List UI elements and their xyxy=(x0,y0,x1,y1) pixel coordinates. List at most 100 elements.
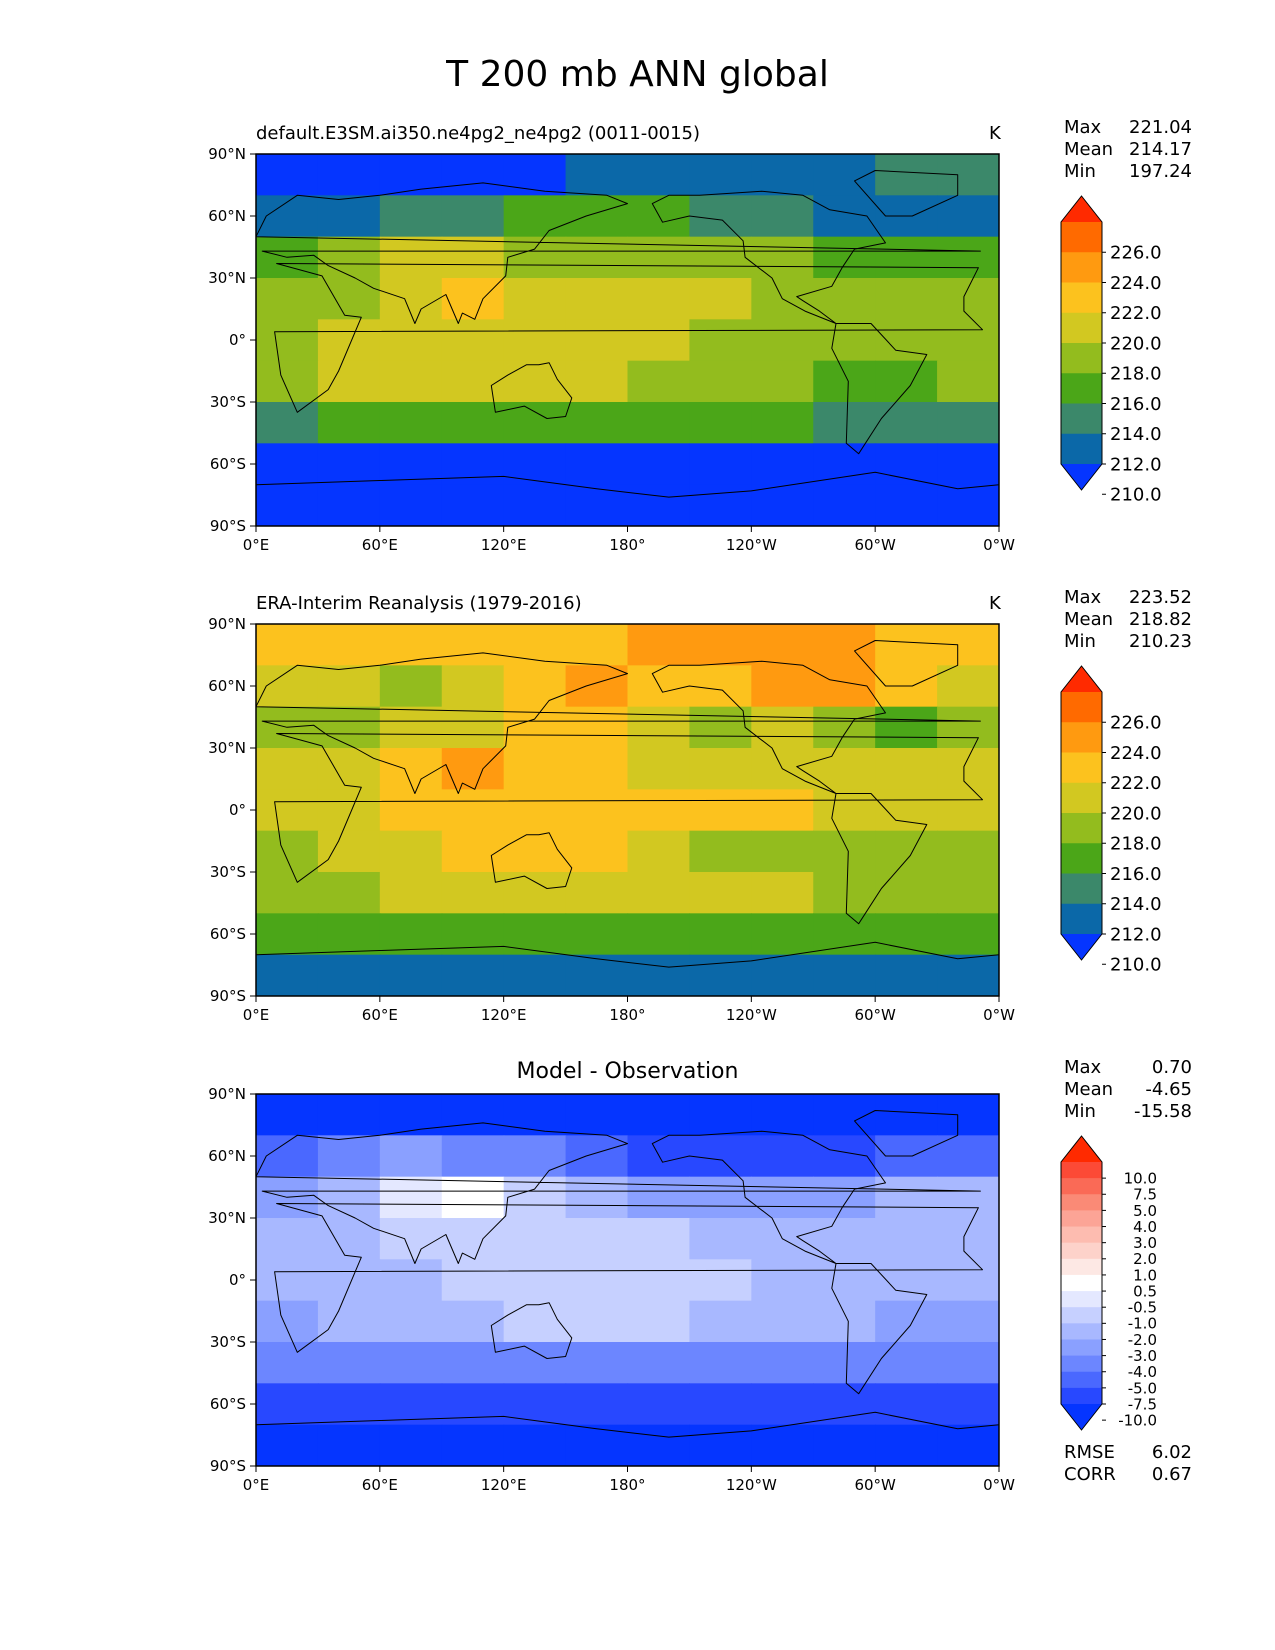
field-cell xyxy=(256,954,319,996)
coastline xyxy=(854,640,959,687)
panel3-title: Model - Observation xyxy=(516,1059,739,1084)
field-cell xyxy=(689,360,752,403)
colorbar-label: -4.0 xyxy=(1128,1363,1157,1381)
field-cell xyxy=(317,443,381,486)
field-cell xyxy=(751,195,814,238)
field-cell xyxy=(627,624,691,666)
field-cell xyxy=(379,236,443,279)
colorbar-label: 214.0 xyxy=(1110,894,1162,915)
field-cell xyxy=(317,954,381,996)
field-cell xyxy=(256,402,319,444)
panel1-mean-value: 214.17 xyxy=(1129,139,1192,160)
field-cell xyxy=(379,1135,443,1178)
field-cell xyxy=(627,1094,691,1136)
field-cell xyxy=(256,1342,319,1384)
field-cell xyxy=(937,1218,999,1260)
field-cell xyxy=(689,830,752,873)
field-cell xyxy=(627,154,691,196)
field-cell xyxy=(379,954,443,996)
field-cell xyxy=(503,830,567,873)
field-cell xyxy=(379,443,443,486)
field-cell xyxy=(813,278,876,320)
coastline xyxy=(831,793,928,925)
field-cell xyxy=(937,1259,999,1302)
colorbar-label: 226.0 xyxy=(1110,243,1162,264)
field-cell xyxy=(256,360,319,403)
y-tick-label: 0° xyxy=(229,331,246,349)
field-cell xyxy=(751,1259,814,1302)
colorbar-label: -2.0 xyxy=(1128,1331,1157,1349)
field-cell xyxy=(503,789,567,832)
y-tick-label: 90°S xyxy=(210,1457,246,1475)
field-cell xyxy=(689,154,752,196)
field-cell xyxy=(937,443,999,486)
colorbar-segment xyxy=(1061,282,1102,314)
field-cell xyxy=(813,830,876,873)
panel2-mean-label: Mean xyxy=(1064,609,1114,630)
field-cell xyxy=(751,1135,814,1178)
panel3-mean-label: Mean xyxy=(1064,1079,1114,1100)
field-cell xyxy=(627,360,691,403)
field-cell xyxy=(565,830,629,873)
field-cell xyxy=(379,1094,443,1136)
field-cell xyxy=(441,402,505,444)
colorbar-label: -0.5 xyxy=(1128,1299,1157,1317)
field-cell xyxy=(813,195,876,238)
field-cell xyxy=(813,1300,876,1343)
field-cell xyxy=(256,1300,319,1343)
field-cell xyxy=(379,1176,443,1219)
colorbar-segment xyxy=(1061,343,1102,374)
field-cell xyxy=(317,1176,381,1219)
field-cell xyxy=(689,1094,752,1136)
field-cell xyxy=(813,748,876,790)
colorbar-segment xyxy=(1061,722,1102,753)
colorbar-segment xyxy=(1061,222,1102,253)
colorbar-segment xyxy=(1061,403,1102,435)
field-cell xyxy=(565,278,629,320)
field-cell xyxy=(689,1300,752,1343)
field-cell xyxy=(441,1342,505,1384)
field-cell xyxy=(565,913,629,956)
field-cell xyxy=(937,154,999,196)
panel3-corr-value: 0.67 xyxy=(1151,1464,1192,1485)
field-cell xyxy=(813,402,876,444)
field-cell xyxy=(441,319,505,362)
colorbar-label: -3.0 xyxy=(1128,1347,1157,1365)
field-cell xyxy=(875,1259,938,1302)
field-cell xyxy=(317,830,381,873)
field-cell xyxy=(379,319,443,362)
field-cell xyxy=(503,484,567,526)
field-cell xyxy=(937,954,999,996)
field-cell xyxy=(379,195,443,238)
panel3-stats: Max 0.70 Mean -4.65 Min -15.58 xyxy=(1064,1057,1192,1123)
field-cell xyxy=(256,748,319,790)
field-cell xyxy=(441,748,505,790)
field-cell xyxy=(937,913,999,956)
colorbar-segment xyxy=(1061,1226,1102,1244)
field-cell xyxy=(503,872,567,914)
colorbar-extend-bottom xyxy=(1061,934,1102,960)
colorbar-label: 1.0 xyxy=(1133,1266,1157,1284)
field-cell xyxy=(813,1218,876,1260)
coastline xyxy=(256,941,999,968)
field-cell xyxy=(689,443,752,486)
field-cell xyxy=(565,665,629,708)
field-cell xyxy=(503,1176,567,1219)
colorbar-extend-top xyxy=(1061,666,1102,692)
field-cell xyxy=(317,1218,381,1260)
colorbar-label: 210.0 xyxy=(1110,955,1162,976)
colorbar-2: 226.0 224.0 222.0 220.0 218.0 216.0 214.0 212.0… xyxy=(1060,665,1162,976)
field-cell xyxy=(441,789,505,832)
field-cell xyxy=(751,402,814,444)
map-field xyxy=(256,624,999,996)
colorbar-segment xyxy=(1061,843,1102,874)
coastline xyxy=(854,170,959,217)
colorbar-label: 216.0 xyxy=(1110,864,1162,885)
field-cell xyxy=(503,360,567,403)
field-cell xyxy=(627,1176,691,1219)
map-field xyxy=(256,154,999,526)
x-tick-label: 0°E xyxy=(243,1006,270,1024)
field-cell xyxy=(689,913,752,956)
field-cell xyxy=(379,1383,443,1426)
x-tick-label: 180° xyxy=(609,536,645,554)
